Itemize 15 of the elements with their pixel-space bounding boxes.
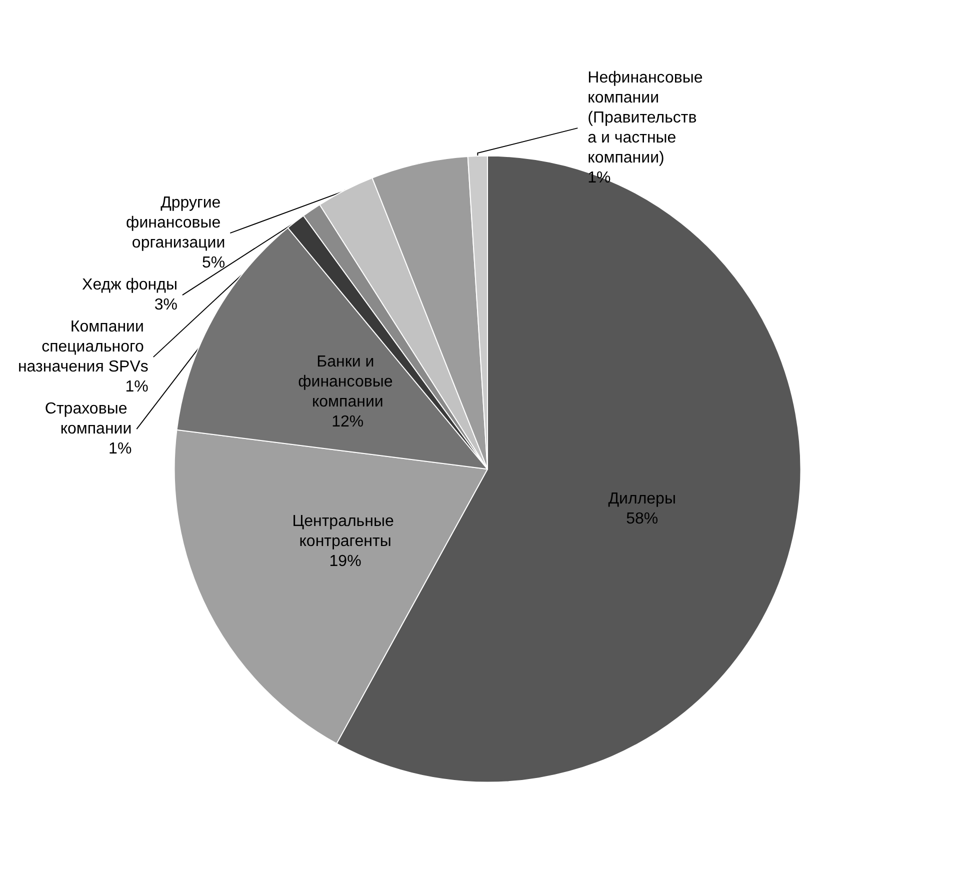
data-label: 19% [329, 553, 362, 570]
data-label: 5% [202, 254, 226, 272]
data-label: 3% [154, 296, 178, 314]
data-label: 58% [626, 510, 658, 528]
slice-label: Банки и финансовые компании [298, 354, 398, 411]
data-label: 1% [125, 378, 148, 396]
data-label: 12% [332, 414, 364, 431]
slice-label: Хедж фонды [82, 276, 178, 294]
slice-label: Нефинансовые компании (Правительства и частные компании) [588, 70, 708, 167]
slice-label: Страховые компании [44, 400, 132, 438]
data-label: 1% [108, 440, 132, 458]
slice-label: Компании специального назначения SPVs [18, 318, 148, 376]
slice-label: Диллеры [608, 490, 676, 508]
slice-label: Дрругие финансовые организации [126, 194, 226, 252]
slice-label: Центральные контрагенты [292, 513, 398, 550]
